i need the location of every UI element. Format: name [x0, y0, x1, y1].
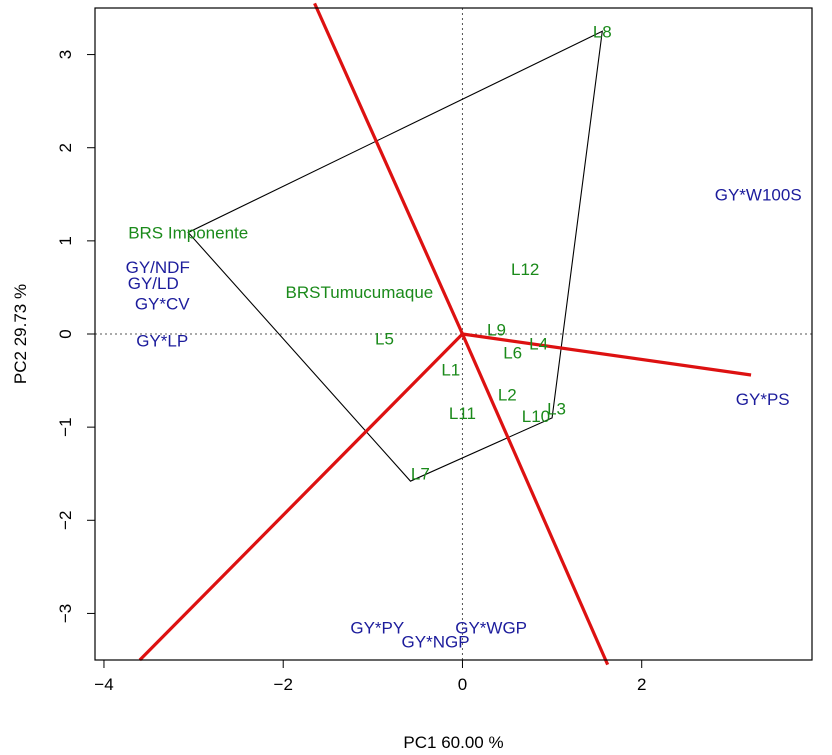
- environment-label: GY*WGP: [455, 618, 527, 637]
- environment-label: GY*LP: [136, 332, 188, 351]
- genotype-label: BRS Imponente: [128, 223, 248, 242]
- convex-hull: [187, 30, 603, 482]
- point-labels: L8 BRS Imponente BRSTumucumaque L12 L9 L5 L4 L6…: [126, 22, 802, 651]
- y-tick-label: −1: [56, 417, 75, 436]
- x-tick-label: −2: [274, 675, 293, 694]
- genotype-label: L5: [375, 330, 394, 349]
- polygon-hull: [187, 30, 603, 482]
- genotype-label: L8: [593, 22, 612, 41]
- x-tick-label: 0: [458, 675, 467, 694]
- x-axis-title: PC1 60.00 %: [403, 733, 503, 752]
- environment-label: GY/NDF: [126, 258, 190, 277]
- genotype-label: L9: [487, 320, 506, 339]
- environment-label: GY*NGP: [402, 632, 470, 651]
- genotype-label: BRSTumucumaque: [286, 283, 434, 302]
- x-tick-label: 2: [637, 675, 646, 694]
- genotype-label: L7: [411, 465, 430, 484]
- genotype-label: L4: [529, 334, 548, 353]
- environment-label: GY/LD: [128, 274, 179, 293]
- sector-line-1: [313, 2, 464, 335]
- y-tick-label: −3: [56, 604, 75, 623]
- sector-lines: [138, 2, 752, 666]
- genotype-label: L2: [498, 386, 517, 405]
- genotype-label: L6: [503, 344, 522, 363]
- genotype-label: L3: [547, 400, 566, 419]
- genotype-label: L12: [511, 260, 539, 279]
- y-tick-label: 3: [56, 50, 75, 59]
- sector-line-2: [462, 332, 752, 377]
- y-tick-label: −2: [56, 511, 75, 530]
- axes: −4 −2 0 2 −3 −2 −1 0 1 2 3: [56, 50, 646, 694]
- y-tick-label: 1: [56, 236, 75, 245]
- genotype-label: L11: [449, 404, 476, 423]
- environment-label: GY*W100S: [715, 185, 802, 204]
- x-tick-label: −4: [94, 675, 113, 694]
- y-axis-title: PC2 29.73 %: [11, 284, 30, 384]
- y-tick-label: 2: [56, 143, 75, 152]
- genotype-label: L1: [441, 360, 460, 379]
- sector-line-3: [460, 333, 610, 666]
- y-tick-label: 0: [56, 329, 75, 338]
- environment-label: GY*CV: [135, 294, 190, 313]
- environment-label: GY*PS: [736, 390, 790, 409]
- genotype-label: L10: [522, 407, 550, 426]
- environment-label: GY*PY: [350, 618, 404, 637]
- sector-line-4: [138, 332, 464, 662]
